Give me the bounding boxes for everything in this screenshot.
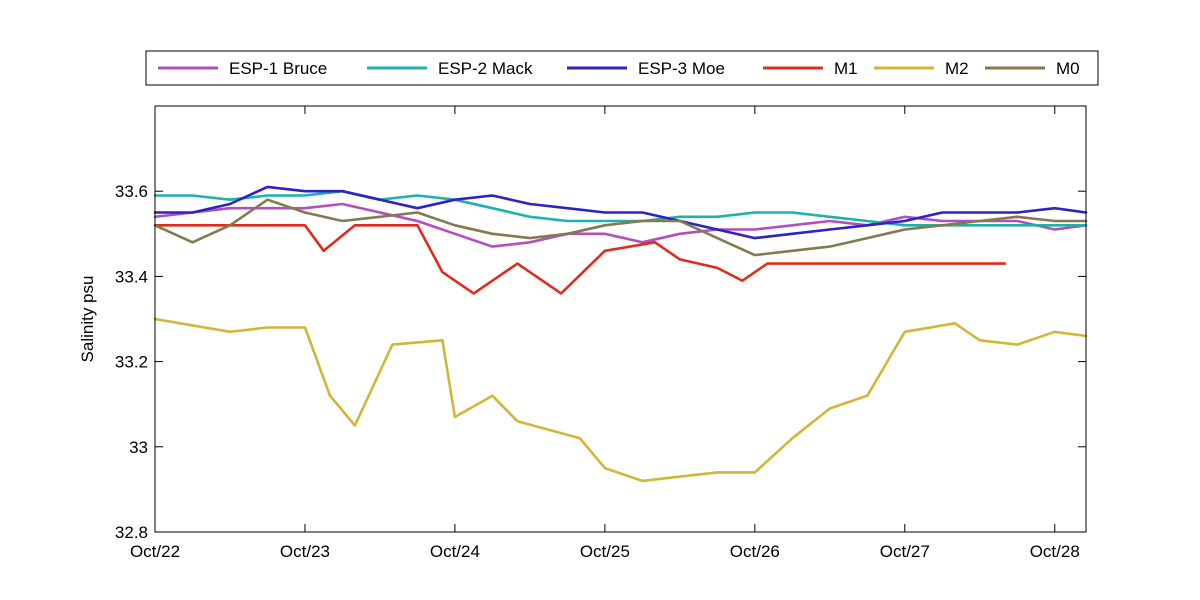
legend: ESP-1 Bruce ESP-2 Mack ESP-3 Moe M1 M2 M0 — [145, 50, 1099, 86]
legend-label: ESP-2 Mack — [438, 59, 533, 78]
y-tick-label: 32.8 — [115, 523, 148, 542]
legend-label: M1 — [834, 59, 858, 78]
x-tick-label: Oct/28 — [1030, 542, 1080, 561]
legend-label: M2 — [945, 59, 969, 78]
x-axis: Oct/22 Oct/23 Oct/24 Oct/25 Oct/26 Oct/27 Oct/… — [130, 106, 1080, 561]
series-line-5 — [153, 317, 1088, 483]
x-tick-label: Oct/26 — [730, 542, 780, 561]
series-line-3 — [153, 185, 1088, 240]
series-line-1 — [153, 202, 1088, 248]
series-line-6 — [153, 198, 1088, 257]
x-tick-label: Oct/23 — [280, 542, 330, 561]
series-line-4 — [153, 224, 1007, 295]
y-tick-label: 33.2 — [115, 353, 148, 372]
x-tick-label: Oct/25 — [580, 542, 630, 561]
y-axis-label: Salinity psu — [78, 276, 97, 363]
y-tick-label: 33.6 — [115, 182, 148, 201]
legend-label: M0 — [1056, 59, 1080, 78]
y-axis: 32.8 33 33.2 33.4 33.6 — [115, 182, 1086, 542]
series-layer — [153, 185, 1088, 483]
x-tick-label: Oct/22 — [130, 542, 180, 561]
legend-label: ESP-1 Bruce — [229, 59, 327, 78]
x-tick-label: Oct/24 — [430, 542, 480, 561]
y-tick-label: 33.4 — [115, 267, 148, 286]
legend-label: ESP-3 Moe — [638, 59, 725, 78]
x-tick-label: Oct/27 — [880, 542, 930, 561]
y-tick-label: 33 — [129, 438, 148, 457]
plot-frame — [154, 105, 1087, 533]
